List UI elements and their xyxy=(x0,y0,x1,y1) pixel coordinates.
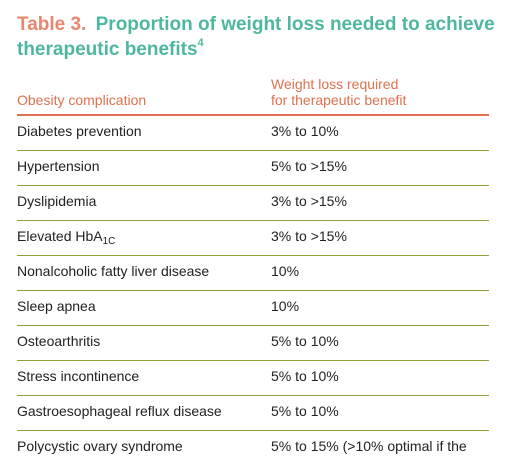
complication-subscript: 1C xyxy=(102,236,116,247)
table-row: Sleep apnea 10% xyxy=(17,291,489,326)
table-row: Dyslipidemia 3% to >15% xyxy=(17,186,489,221)
title-reference: 4 xyxy=(197,37,204,49)
weight-loss-cell: 5% to 10% xyxy=(271,333,339,349)
complication-cell: Dyslipidemia xyxy=(17,193,97,209)
complication-cell: Nonalcoholic fatty liver disease xyxy=(17,263,210,279)
table-title-text: Proportion of weight loss needed to achi… xyxy=(17,14,495,60)
weight-loss-cell: 5% to 10% xyxy=(271,368,339,384)
weight-loss-cell: 3% to >15% xyxy=(271,228,347,244)
table-row: Polycystic ovary syndrome 5% to 15% (>10… xyxy=(17,431,489,465)
weight-loss-cell: 10% xyxy=(271,298,300,314)
header-obesity-complication: Obesity complication xyxy=(17,92,147,108)
weight-loss-cell: 5% to >15% xyxy=(271,158,347,174)
complication-cell: Gastroesophageal reflux disease xyxy=(17,403,222,419)
table-row: Hypertension 5% to >15% xyxy=(17,151,489,186)
table-row: Gastroesophageal reflux disease 5% to 10… xyxy=(17,396,489,431)
complication-cell: Elevated HbA1C xyxy=(17,228,267,247)
table-row: Nonalcoholic fatty liver disease 10% xyxy=(17,256,489,291)
table-body: Diabetes prevention 3% to 10% Hypertensi… xyxy=(17,116,489,465)
weight-loss-cell: 5% to 15% (>10% optimal if the xyxy=(271,438,467,454)
weight-loss-cell: 3% to >15% xyxy=(271,193,347,209)
table-number: Table 3. xyxy=(17,14,87,35)
complication-cell: Stress incontinence xyxy=(17,368,140,384)
weight-loss-cell: 3% to 10% xyxy=(271,123,339,139)
table-row: Diabetes prevention 3% to 10% xyxy=(17,116,489,151)
table-row: Elevated HbA1C 3% to >15% xyxy=(17,221,489,256)
complication-cell: Sleep apnea xyxy=(17,298,96,314)
table-title: Table 3. Proportion of weight loss neede… xyxy=(17,12,507,62)
header-weight-loss-line1: Weight loss required xyxy=(271,76,399,92)
complication-cell: Hypertension xyxy=(17,158,100,174)
table-row: Stress incontinence 5% to 10% xyxy=(17,361,489,396)
table-row: Osteoarthritis 5% to 10% xyxy=(17,326,489,361)
complication-cell: Diabetes prevention xyxy=(17,123,142,139)
complication-text: Elevated HbA xyxy=(17,228,103,244)
weight-loss-cell: 10% xyxy=(271,263,300,279)
weight-loss-cell: 5% to 10% xyxy=(271,403,339,419)
header-rule xyxy=(17,114,489,116)
header-weight-loss-required: Weight loss required for therapeutic ben… xyxy=(271,76,491,108)
complication-cell: Osteoarthritis xyxy=(17,333,101,349)
complication-cell: Polycystic ovary syndrome xyxy=(17,438,183,454)
header-weight-loss-line2: for therapeutic benefit xyxy=(271,92,407,108)
